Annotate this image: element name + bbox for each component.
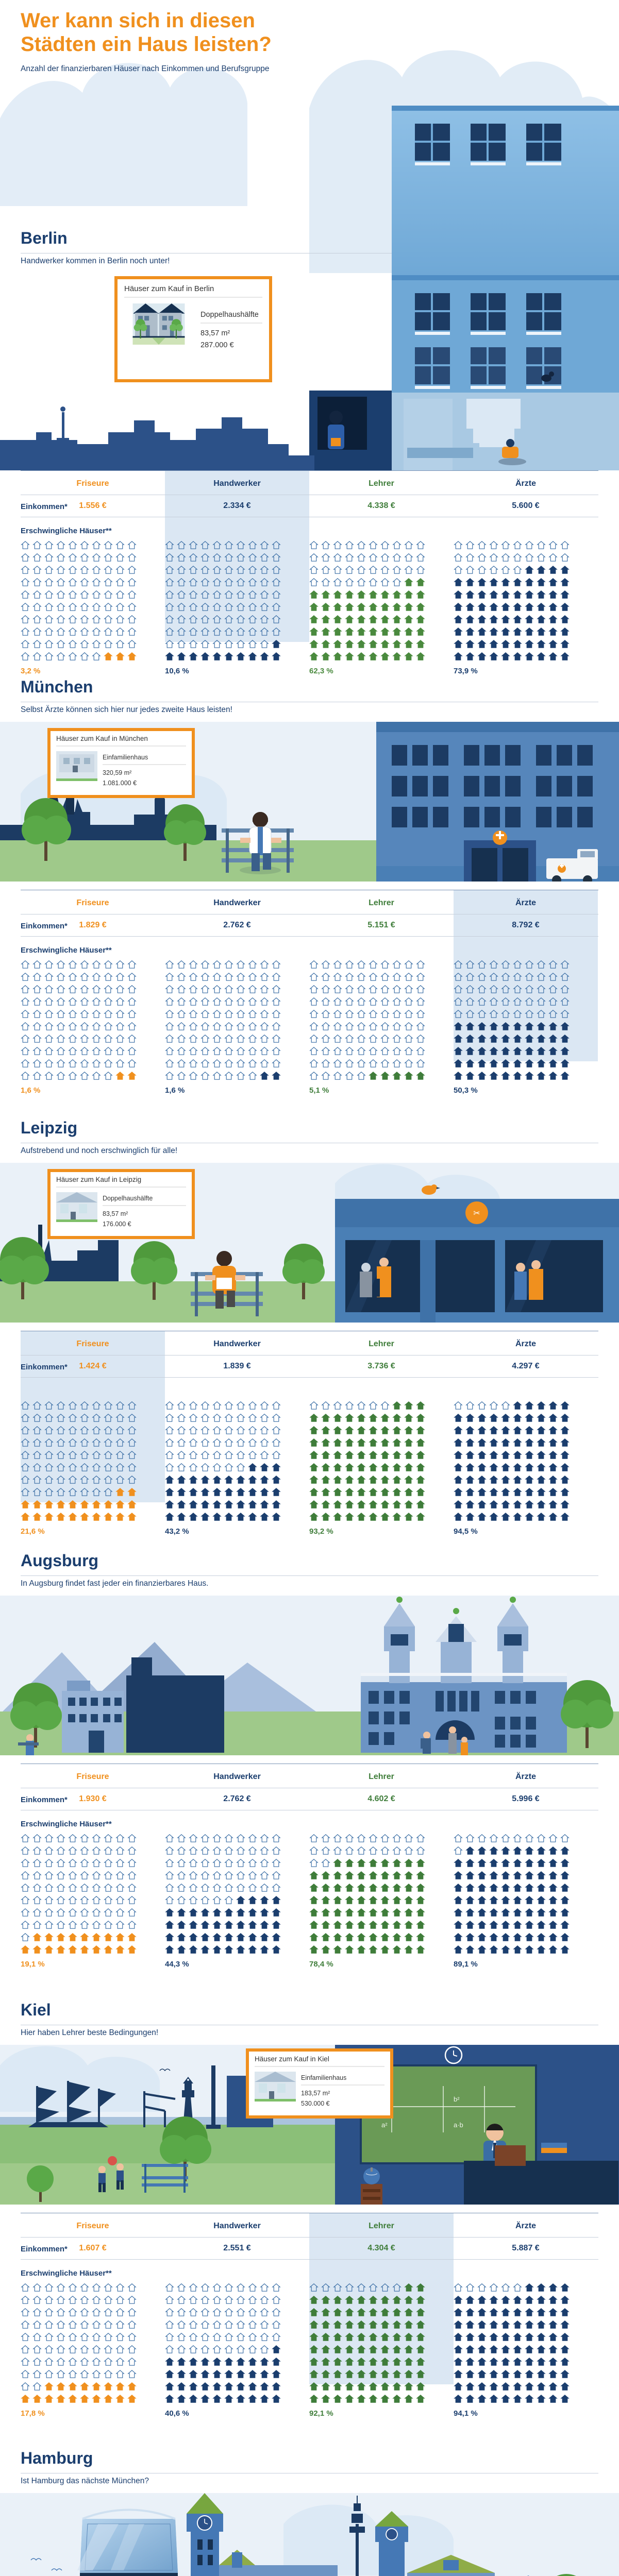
svg-text:183,57 m²: 183,57 m² [301, 2090, 330, 2097]
svg-text:Häuser zum Kauf in Berlin: Häuser zum Kauf in Berlin [124, 284, 214, 293]
svg-text:320,59 m²: 320,59 m² [103, 769, 131, 776]
svg-text:Doppelhaushälfte: Doppelhaushälfte [200, 311, 259, 319]
svg-text:a·b: a·b [454, 2121, 463, 2129]
svg-text:Einfamilienhaus: Einfamilienhaus [301, 2074, 346, 2081]
svg-text:Häuser zum Kauf in Leipzig: Häuser zum Kauf in Leipzig [56, 1176, 141, 1183]
svg-text:176.000 €: 176.000 € [103, 1221, 131, 1228]
svg-text:1.081.000 €: 1.081.000 € [103, 779, 137, 787]
svg-text:a²: a² [381, 2121, 388, 2129]
svg-text:287.000 €: 287.000 € [200, 341, 234, 349]
svg-text:Doppelhaushälfte: Doppelhaushälfte [103, 1195, 153, 1202]
svg-text:Häuser zum Kauf in Kiel: Häuser zum Kauf in Kiel [255, 2055, 329, 2063]
svg-text:530.000 €: 530.000 € [301, 2100, 330, 2107]
svg-text:b²: b² [454, 2095, 460, 2103]
svg-text:83,57 m²: 83,57 m² [200, 329, 230, 337]
svg-text:83,57 m²: 83,57 m² [103, 1210, 128, 1217]
svg-text:Häuser zum Kauf in München: Häuser zum Kauf in München [56, 735, 148, 742]
svg-text:✂: ✂ [473, 1209, 480, 1218]
svg-text:Einfamilienhaus: Einfamilienhaus [103, 754, 148, 761]
